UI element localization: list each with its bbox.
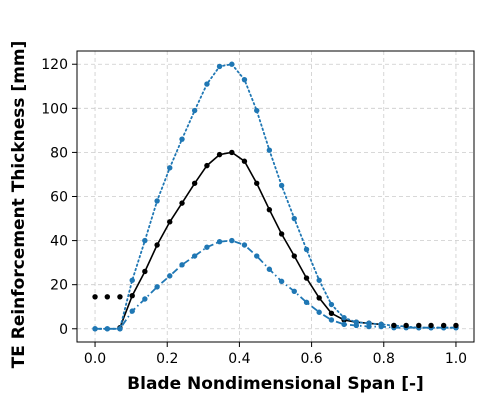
y-tick-label: 0 [59,322,68,338]
y-axis-label: TE Reinforcement Thickness [mm] [9,41,29,369]
data-point [341,322,346,327]
series-line [120,152,381,327]
data-point [229,238,234,243]
data-point [142,296,147,301]
x-tick-label: 0.2 [156,351,178,367]
data-point [117,294,122,299]
data-point [254,108,259,113]
data-point [117,326,122,331]
x-axis-label: Blade Nondimensional Span [-] [127,374,424,394]
x-tick-label: 0.4 [228,351,250,367]
data-point [179,262,184,267]
data-point [341,315,346,320]
y-tick-label: 60 [50,190,68,206]
data-point [154,284,159,289]
y-tick-label: 100 [41,101,68,117]
data-point [154,242,159,247]
data-point [242,242,247,247]
x-tick-label: 0.0 [84,351,106,367]
data-point [254,253,259,258]
data-point [403,323,408,328]
data-point [229,62,234,67]
data-point [304,300,309,305]
y-tick-label: 80 [50,145,68,161]
data-point [242,77,247,82]
grid [77,51,474,342]
x-tick-label: 0.6 [300,351,322,367]
data-point [92,294,97,299]
data-point [142,238,147,243]
data-point [316,310,321,315]
data-point [428,323,433,328]
data-point [167,165,172,170]
data-point [329,302,334,307]
series-0 [117,150,384,331]
x-tick-label: 0.8 [373,351,395,367]
x-tick-label: 1.0 [445,351,467,367]
data-point [441,323,446,328]
data-point [130,293,135,298]
data-point [379,324,384,329]
data-point [204,163,209,168]
data-point [217,152,222,157]
y-tick-label: 20 [50,278,68,294]
data-point [179,136,184,141]
data-point [366,324,371,329]
data-point [142,269,147,274]
data-point [217,239,222,244]
data-point [391,323,396,328]
data-point [267,148,272,153]
data-point [192,108,197,113]
data-point [105,294,110,299]
data-point [316,295,321,300]
data-point [416,323,421,328]
data-point [267,207,272,212]
data-point [204,81,209,86]
data-point [292,216,297,221]
data-point [279,279,284,284]
data-point [192,181,197,186]
data-point [92,326,97,331]
data-point [453,323,458,328]
data-point [130,308,135,313]
data-point [304,247,309,252]
data-point [279,183,284,188]
data-point [292,289,297,294]
y-tick-label: 120 [41,57,68,73]
data-point [267,267,272,272]
data-point [154,198,159,203]
data-point [217,64,222,69]
data-point [292,253,297,258]
data-point [242,159,247,164]
data-point [254,181,259,186]
data-point [329,317,334,322]
data-point [204,245,209,250]
data-point [354,323,359,328]
data-point [279,231,284,236]
data-point [105,326,110,331]
data-point [304,275,309,280]
y-tick-label: 40 [50,234,68,250]
data-point [130,278,135,283]
data-point [192,253,197,258]
data-point [316,278,321,283]
data-point [167,219,172,224]
data-point [229,150,234,155]
data-point [167,273,172,278]
data-point [329,311,334,316]
data-point [179,200,184,205]
